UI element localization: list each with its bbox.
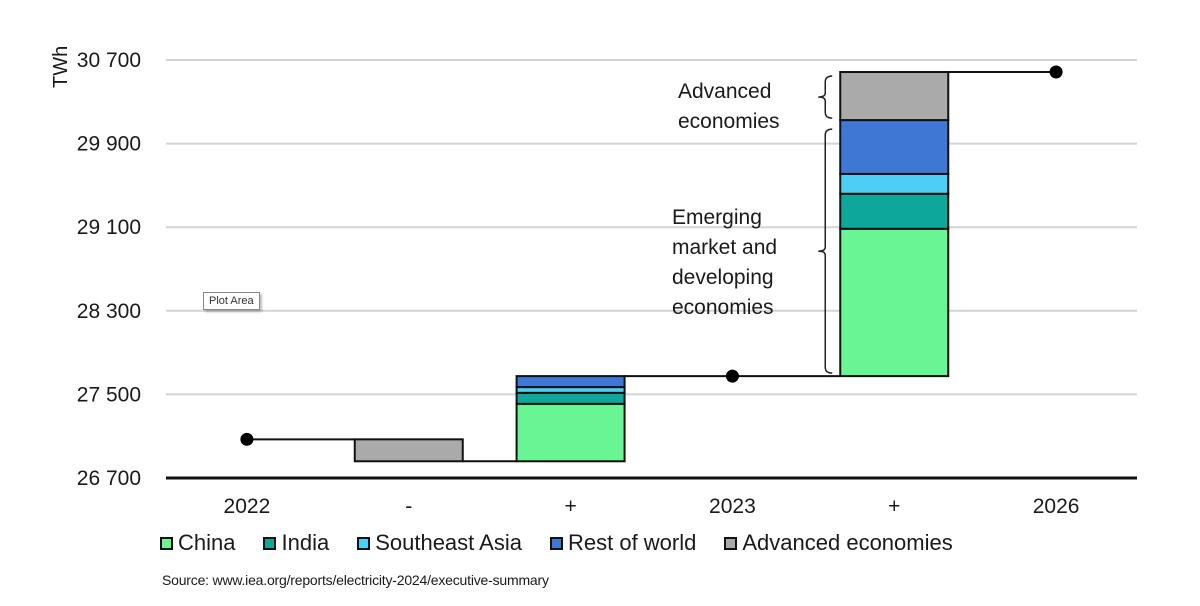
plot-area-tooltip: Plot Area (203, 292, 260, 310)
level-marker-2026 (1049, 65, 1063, 79)
bar-segment-china (515, 402, 626, 463)
annotations: Advanced economies Emerging market and devel… (672, 75, 833, 374)
legend-label: Southeast Asia (375, 530, 522, 555)
bar-segment-india (839, 192, 950, 230)
bars (353, 71, 950, 463)
y-tick-label: 26 700 (77, 467, 141, 490)
source-note: Source: www.iea.org/reports/electricity-… (162, 572, 549, 588)
level-connectors (246, 71, 1057, 463)
y-axis-ticks: 26 700 27 500 28 300 29 100 29 900 30 700 (77, 49, 141, 490)
legend-swatch (357, 536, 371, 550)
gridlines (166, 59, 1137, 396)
legend-label: Advanced economies (742, 530, 953, 555)
level-markers (240, 65, 1063, 446)
annotation-advanced-economies: economies (678, 110, 780, 133)
x-tick-label: + (888, 495, 900, 518)
level-marker-2022 (240, 432, 254, 446)
x-tick-label: 2022 (224, 495, 271, 518)
legend-item-southeast-asia: Southeast Asia (357, 530, 522, 556)
y-axis-label: TWh (50, 46, 72, 88)
legend-swatch (724, 536, 738, 550)
legend-item-rest-of-world: Rest of world (549, 530, 697, 556)
bar-segment-india (515, 391, 626, 405)
legend: China India Southeast Asia Rest of world Adv… (160, 530, 981, 556)
bar-segment-southeast-asia (839, 172, 950, 195)
x-tick-label: 2023 (709, 495, 756, 518)
x-tick-label: - (405, 495, 412, 518)
brace-advanced-economies (818, 75, 833, 119)
bar-segment-china (839, 227, 950, 378)
bar-segment-rest-of-world (839, 119, 950, 175)
brace-emerging-economies (818, 128, 833, 374)
bar-segment-advanced-economies (839, 71, 950, 122)
y-tick-label: 27 500 (77, 383, 141, 406)
level-marker-2023 (725, 369, 739, 383)
annotation-emerging-economies: economies (672, 296, 774, 319)
legend-item-india: India (263, 530, 329, 556)
annotation-emerging-economies: developing (672, 266, 774, 289)
x-tick-label: + (564, 495, 576, 518)
legend-item-china: China (160, 530, 235, 556)
bar-segment-advanced-economies (353, 438, 464, 463)
annotation-emerging-economies: market and (672, 236, 777, 259)
legend-label: India (281, 530, 330, 555)
legend-item-advanced-economies: Advanced economies (724, 530, 953, 556)
legend-swatch (160, 536, 173, 550)
y-tick-label: 30 700 (77, 49, 141, 72)
annotation-advanced-economies: Advanced (678, 80, 771, 103)
legend-label: Rest of world (567, 530, 697, 555)
y-tick-label: 28 300 (77, 300, 141, 323)
bar-segment-rest-of-world (515, 375, 626, 389)
y-tick-label: 29 100 (77, 216, 141, 239)
annotation-emerging-economies: Emerging (672, 206, 762, 229)
legend-swatch (263, 536, 277, 550)
x-tick-label: 2026 (1033, 495, 1080, 518)
x-axis-ticks: 2022 - +2023 +2026 (224, 495, 1080, 518)
legend-label: China (178, 530, 236, 555)
y-tick-label: 29 900 (77, 133, 141, 156)
legend-swatch (549, 536, 563, 550)
